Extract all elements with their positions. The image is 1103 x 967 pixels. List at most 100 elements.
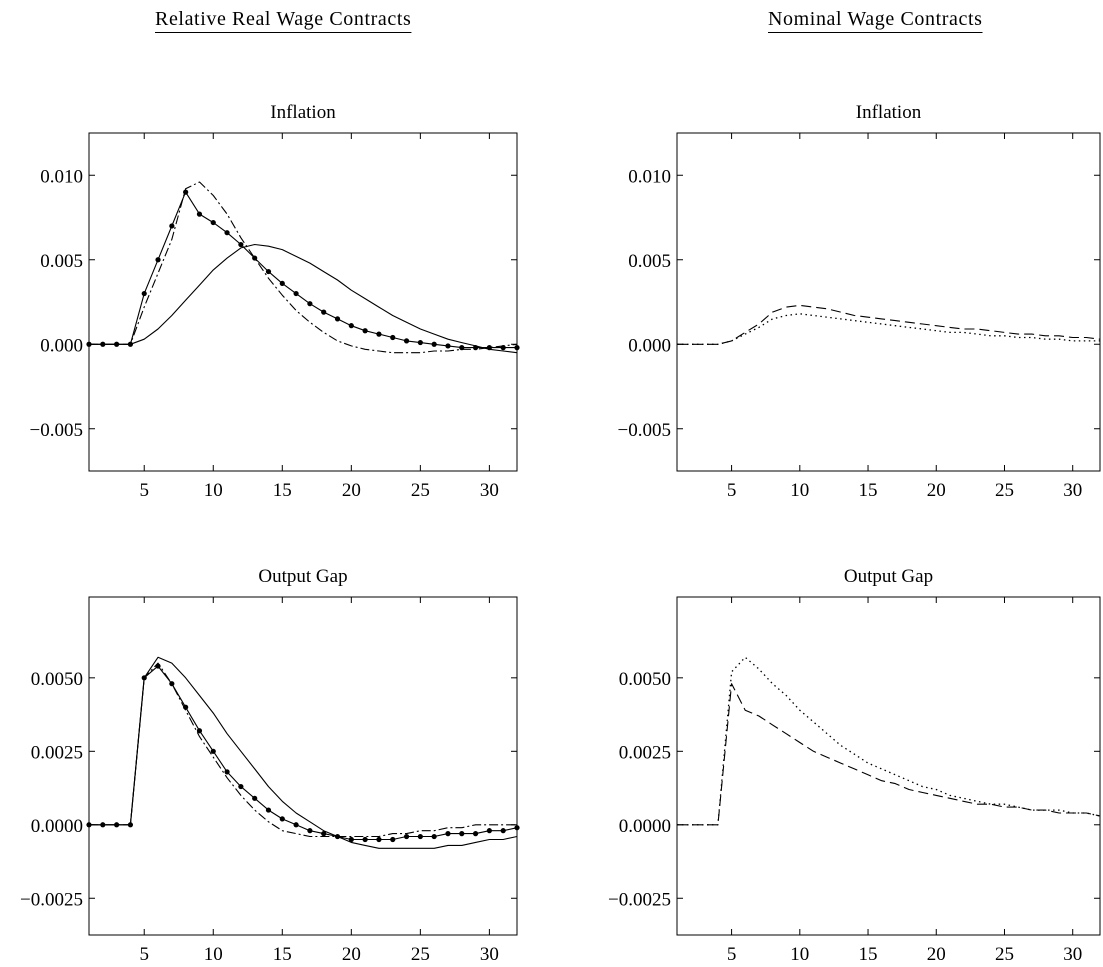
data-point	[514, 345, 520, 351]
data-point	[196, 211, 203, 217]
data-point	[403, 833, 410, 840]
panel-title: Output Gap	[258, 566, 347, 587]
data-point	[445, 343, 451, 349]
y-tick-label: −0.0025	[608, 889, 671, 910]
data-point	[334, 316, 341, 322]
data-point	[224, 230, 230, 236]
y-tick-label: −0.005	[30, 420, 83, 441]
data-point	[472, 831, 479, 837]
x-tick-label: 10	[790, 944, 809, 965]
data-point	[252, 795, 258, 801]
y-tick-label: 0.0000	[31, 816, 83, 837]
series-line-dotted	[677, 313, 1100, 345]
data-point	[417, 833, 423, 840]
y-tick-label: 0.005	[40, 251, 83, 272]
data-point	[417, 339, 423, 346]
y-tick-label: 0.000	[40, 335, 83, 356]
column-title-nominal: Nominal Wage Contracts	[768, 8, 983, 30]
data-point	[348, 323, 354, 329]
y-tick-label: −0.005	[618, 420, 671, 441]
panel-title: Inflation	[856, 102, 922, 123]
x-tick-label: 5	[727, 944, 737, 965]
data-point	[169, 223, 175, 229]
data-point	[86, 822, 92, 828]
x-tick-label: 15	[859, 480, 878, 501]
data-point	[265, 268, 272, 275]
data-point	[500, 345, 506, 351]
x-tick-label: 30	[1063, 480, 1082, 501]
data-point	[403, 338, 410, 344]
data-point	[265, 807, 272, 813]
data-point	[321, 309, 327, 315]
x-tick-label: 15	[859, 944, 878, 965]
data-point	[307, 828, 313, 834]
series-line-dashdot	[89, 181, 518, 354]
data-point	[293, 822, 299, 828]
x-tick-label: 15	[273, 944, 292, 965]
y-tick-label: 0.005	[628, 251, 671, 272]
series-line-solid	[89, 243, 518, 354]
data-point	[348, 836, 354, 843]
data-point	[279, 816, 285, 822]
data-point	[238, 783, 244, 790]
x-tick-label: 10	[790, 480, 809, 501]
data-point	[390, 334, 396, 341]
y-tick-label: 0.010	[40, 166, 83, 187]
data-point	[321, 831, 327, 837]
data-point	[100, 822, 106, 828]
x-tick-label: 30	[480, 944, 499, 965]
x-tick-label: 30	[480, 480, 499, 501]
plot-frame	[88, 596, 518, 936]
data-point	[459, 831, 465, 837]
x-tick-label: 25	[411, 480, 430, 501]
panel-title: Output Gap	[844, 566, 933, 587]
data-point	[114, 341, 120, 347]
data-point	[127, 822, 134, 828]
data-point	[390, 836, 396, 843]
data-point	[210, 748, 216, 754]
data-point	[459, 345, 465, 351]
data-point	[514, 825, 520, 831]
plot-frame	[676, 132, 1101, 472]
x-tick-label: 15	[273, 480, 292, 501]
data-point	[445, 831, 451, 837]
y-tick-label: 0.0000	[619, 816, 671, 837]
data-point	[127, 341, 134, 347]
data-point	[86, 341, 92, 347]
plot-frame	[676, 596, 1101, 936]
data-point	[114, 822, 120, 828]
y-tick-label: 0.0050	[31, 669, 83, 690]
panel-4: Output Gap −0.0025 0.0000 0.0025 0.0050 5 10 15…	[608, 566, 1101, 965]
y-tick-label: 0.000	[628, 335, 671, 356]
x-tick-label: 20	[342, 480, 361, 501]
series-line-dashed	[677, 683, 1101, 826]
series-line-solid-dots	[89, 191, 517, 349]
data-point	[196, 728, 203, 734]
x-tick-label: 25	[995, 944, 1014, 965]
data-point	[210, 219, 216, 226]
data-point	[486, 828, 492, 834]
panel-3: Output Gap −0.0025 0.0000 0.0025 0.0050 5 10 15…	[20, 566, 520, 965]
data-point	[500, 828, 506, 834]
x-tick-label: 30	[1063, 944, 1082, 965]
x-tick-label: 20	[927, 944, 946, 965]
x-tick-label: 25	[411, 944, 430, 965]
data-point	[183, 704, 189, 710]
data-point	[238, 241, 244, 248]
series-line-solid	[89, 656, 518, 849]
y-tick-label: 0.010	[628, 166, 671, 187]
data-point	[155, 663, 161, 669]
data-point	[307, 301, 313, 307]
data-point	[155, 257, 161, 263]
data-point	[141, 290, 147, 297]
panel-title: Inflation	[270, 102, 336, 123]
x-tick-label: 5	[139, 480, 149, 501]
x-tick-label: 20	[927, 480, 946, 501]
y-tick-label: −0.0025	[20, 889, 83, 910]
data-point	[169, 681, 175, 687]
y-tick-label: 0.0025	[31, 742, 83, 763]
plot-frame	[88, 132, 518, 472]
series-line-dashed	[677, 304, 1101, 345]
data-point	[293, 290, 299, 297]
